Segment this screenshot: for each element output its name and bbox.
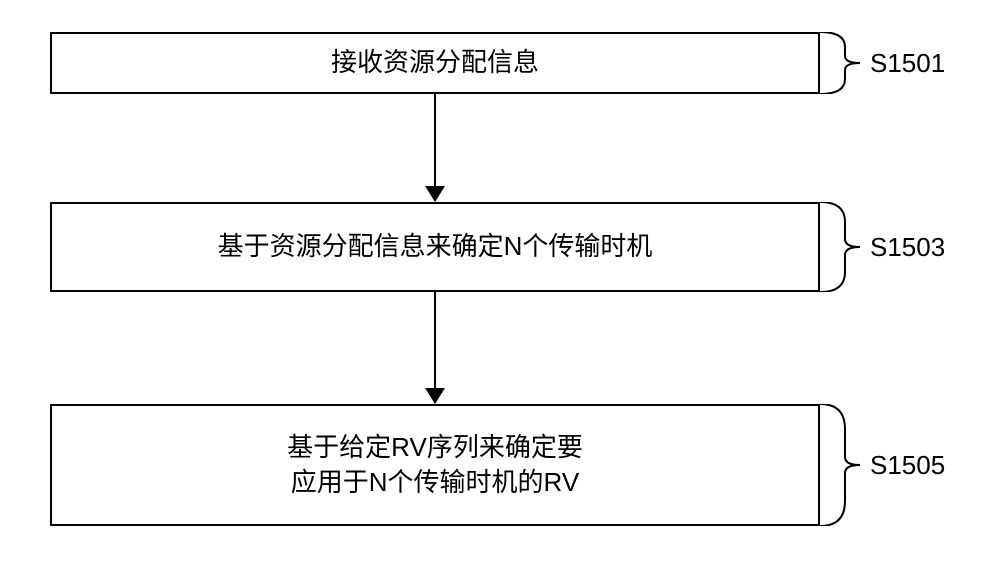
step-text-s1505: 基于给定RV序列来确定要 应用于N个传输时机的RV (287, 430, 583, 500)
brace-s1503 (820, 202, 870, 292)
step-label-s1505: S1505 (870, 450, 945, 481)
arrow-1-head (425, 186, 445, 202)
brace-s1501 (820, 32, 870, 94)
step-text-s1503: 基于资源分配信息来确定N个传输时机 (218, 229, 653, 264)
step-text-s1501: 接收资源分配信息 (331, 45, 539, 80)
step-label-s1503: S1503 (870, 232, 945, 263)
arrow-2-line (434, 292, 436, 390)
arrow-2-head (425, 388, 445, 404)
brace-s1505 (820, 404, 870, 526)
step-label-s1501: S1501 (870, 48, 945, 79)
step-box-s1501: 接收资源分配信息 (50, 32, 820, 94)
step-box-s1505: 基于给定RV序列来确定要 应用于N个传输时机的RV (50, 404, 820, 526)
flowchart-canvas: 接收资源分配信息 S1501 基于资源分配信息来确定N个传输时机 S1503 基… (0, 0, 1000, 576)
arrow-1-line (434, 94, 436, 188)
step-box-s1503: 基于资源分配信息来确定N个传输时机 (50, 202, 820, 292)
